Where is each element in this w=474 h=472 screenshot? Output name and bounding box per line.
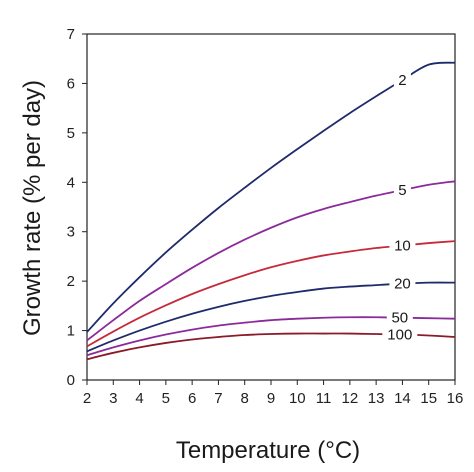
x-tick-label: 3 — [109, 390, 117, 407]
x-tick-label: 12 — [342, 390, 359, 407]
series-label-10: 10 — [394, 238, 411, 255]
x-axis-ticks: 2 3 4 5 6 7 8 9 10 11 12 13 14 15 16 — [83, 380, 464, 407]
series-label-100: 100 — [387, 326, 412, 343]
x-axis-title: Temperature (°C) — [176, 437, 360, 464]
y-tick-label: 1 — [67, 323, 75, 340]
series-100: 100 — [86, 325, 456, 361]
x-tick-label: 5 — [162, 390, 170, 407]
series-label-background — [393, 181, 411, 200]
series-label-50: 50 — [391, 310, 408, 327]
x-tick-label: 16 — [447, 390, 464, 407]
series-label-2: 2 — [398, 72, 406, 89]
x-tick-label: 14 — [394, 390, 411, 407]
x-tick-label: 7 — [214, 390, 222, 407]
x-tick-label: 6 — [188, 390, 196, 407]
x-tick-label: 8 — [241, 390, 249, 407]
y-tick-label: 5 — [67, 125, 75, 142]
x-tick-label: 4 — [135, 390, 143, 407]
series-10: 10 — [86, 236, 456, 348]
series-5: 5 — [86, 180, 456, 342]
x-tick-label: 13 — [368, 390, 385, 407]
y-tick-label: 6 — [67, 75, 75, 92]
series-2: 2 — [86, 61, 456, 333]
y-tick-label: 4 — [67, 174, 75, 191]
series-50: 50 — [86, 308, 456, 357]
y-axis-ticks: 0 1 2 3 4 5 6 7 — [67, 26, 87, 389]
series-label-background — [382, 325, 418, 344]
series-label-5: 5 — [398, 182, 406, 199]
y-axis-title: Growth rate (% per day) — [19, 80, 46, 336]
series-label-background — [389, 236, 416, 255]
y-tick-label: 3 — [67, 224, 75, 241]
series-label-20: 20 — [394, 276, 411, 293]
y-tick-label: 7 — [67, 26, 75, 43]
series-label-background — [393, 70, 411, 89]
y-tick-label: 2 — [67, 273, 75, 290]
series-label-background — [389, 274, 416, 293]
x-tick-label: 10 — [289, 390, 306, 407]
x-tick-label: 2 — [83, 390, 91, 407]
x-tick-label: 11 — [316, 390, 332, 407]
series-20: 20 — [86, 274, 456, 353]
x-tick-label: 9 — [267, 390, 275, 407]
x-tick-label: 15 — [420, 390, 437, 407]
y-tick-label: 0 — [67, 372, 75, 389]
series-label-background — [386, 308, 413, 327]
